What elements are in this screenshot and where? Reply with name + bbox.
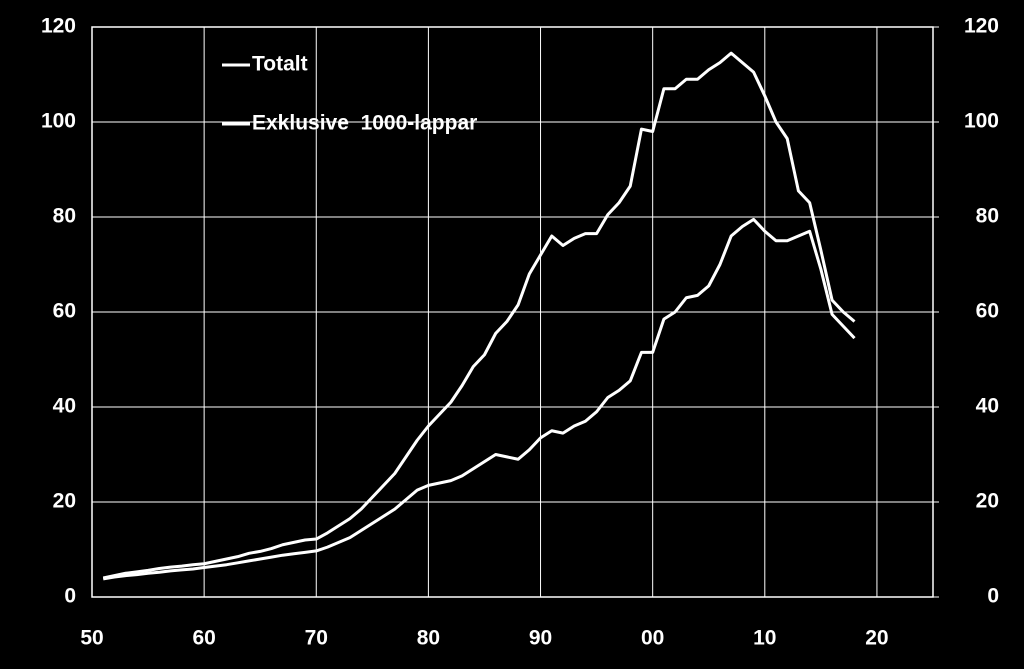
x-tick-label: 20 — [865, 627, 888, 650]
y2-tick-label: 40 — [976, 395, 999, 418]
y-tick-label: 60 — [53, 300, 76, 323]
x-tick-label: 70 — [305, 627, 328, 650]
series-line — [102, 217, 856, 581]
y-tick-label: 80 — [53, 205, 76, 228]
x-tick-label: 50 — [80, 627, 103, 650]
x-tick-label: 90 — [529, 627, 552, 650]
series-line — [102, 51, 856, 580]
y2-tick-label: 80 — [976, 205, 999, 228]
x-tick-label: 60 — [192, 627, 215, 650]
y-tick-label: 120 — [41, 15, 76, 38]
legend-label: Exklusive 1000-lappar — [252, 112, 477, 135]
y2-tick-label: 0 — [987, 585, 999, 608]
x-tick-label: 00 — [641, 627, 664, 650]
y2-tick-label: 20 — [976, 490, 999, 513]
y-tick-label: 40 — [53, 395, 76, 418]
plot-border — [91, 26, 934, 598]
y-tick-label: 0 — [64, 585, 76, 608]
y-tick-label: 20 — [53, 490, 76, 513]
x-tick-label: 80 — [417, 627, 440, 650]
y-tick-label: 100 — [41, 110, 76, 133]
y2-tick-label: 120 — [964, 15, 999, 38]
y2-tick-label: 100 — [964, 110, 999, 133]
x-tick-label: 10 — [753, 627, 776, 650]
y2-tick-label: 60 — [976, 300, 999, 323]
legend-label: Totalt — [252, 53, 308, 76]
